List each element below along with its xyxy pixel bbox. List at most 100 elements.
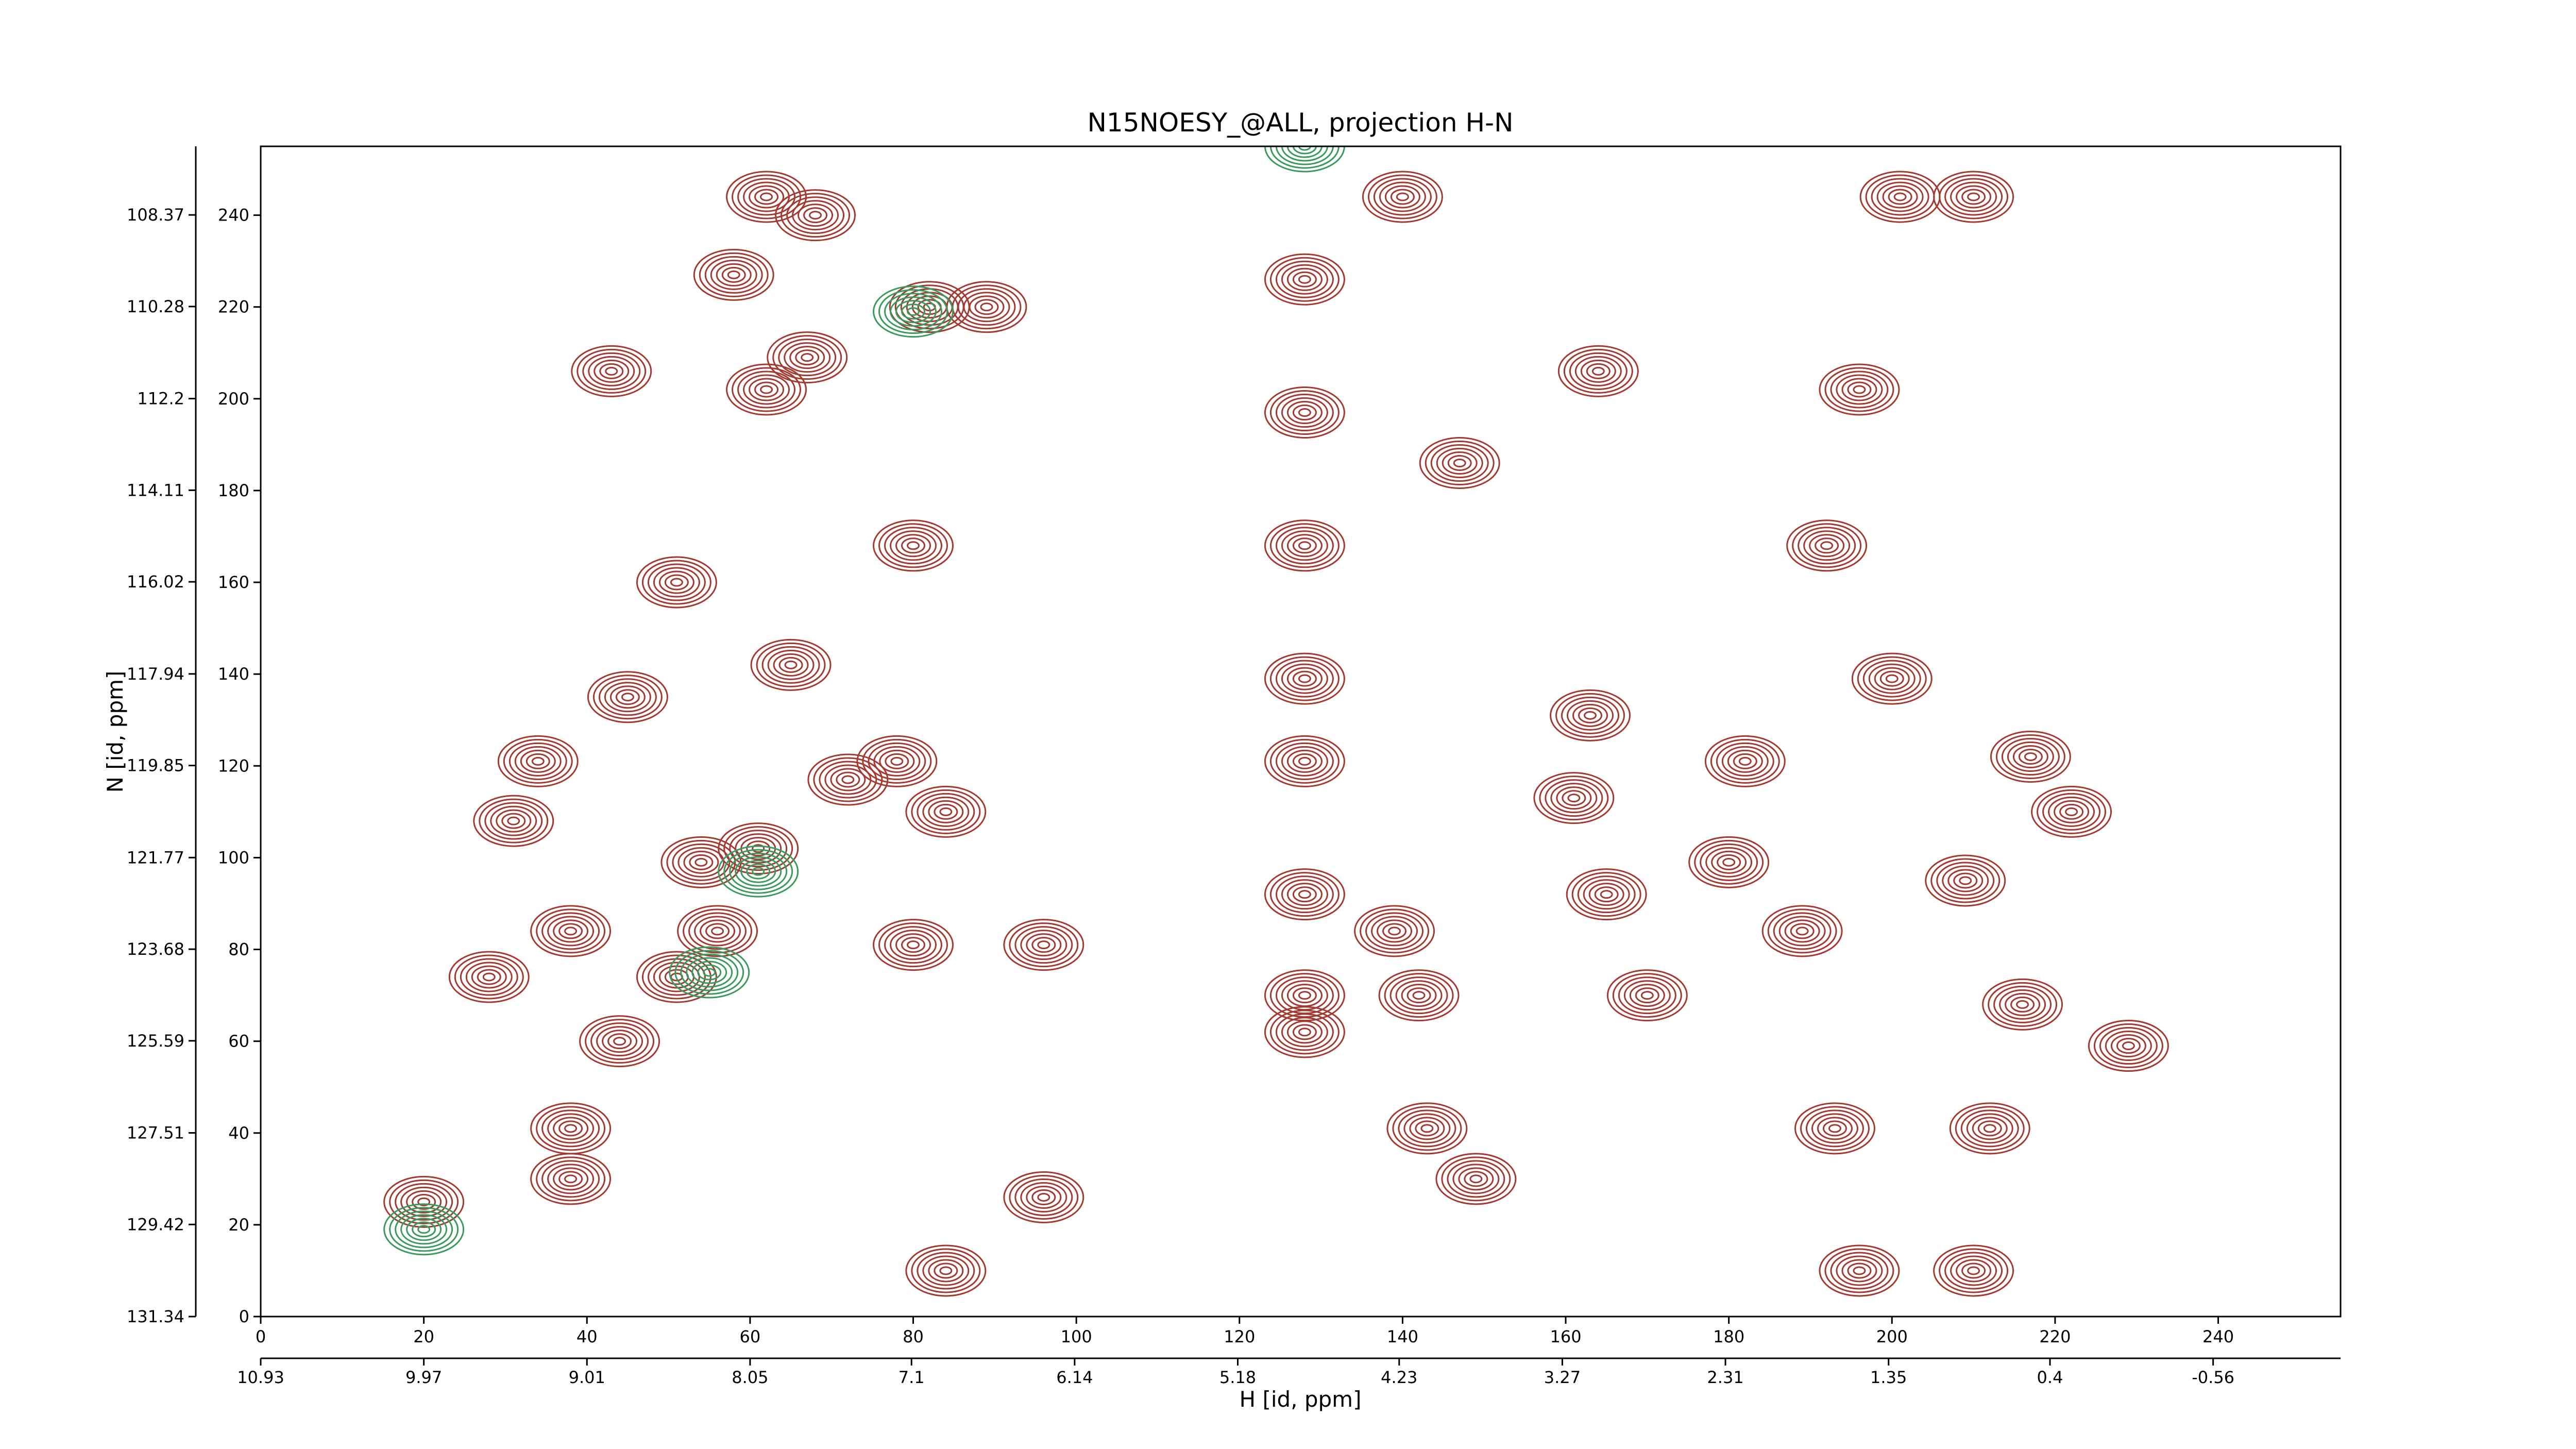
contour-ring [697,964,722,981]
contour-ring [2105,1031,2152,1062]
contour-ring [1362,171,1443,223]
x2-tick-label: 8.05 [732,1368,768,1387]
contour-ring [1275,1013,1334,1051]
contour-ring [2042,793,2101,831]
contour-ring [1577,875,1636,914]
contour-ring [1828,1124,1841,1133]
contour-ring [1281,264,1328,295]
contour-ring [1939,1248,2009,1293]
y-tick-label: 160 [218,572,249,592]
x2-tick-label: 1.35 [1870,1368,1907,1387]
contour-ring [658,570,694,594]
y2-tick-label: 114.11 [127,480,184,500]
contour-ring [819,761,877,799]
contour-ring [503,738,573,784]
contour-ring [873,285,954,338]
contour-ring [2122,1041,2135,1051]
contour-ring [536,1106,606,1151]
contour-ring [723,826,793,871]
contour-ring [752,867,765,876]
contour-ring [558,1120,583,1137]
contour-ring [653,567,700,598]
peak [856,735,938,787]
contour-ring [1403,1113,1451,1144]
contour-ring [530,1153,612,1205]
contour-ring [1623,980,1671,1011]
contour-ring [1286,401,1323,425]
y2-tick-label: 131.34 [127,1307,184,1326]
contour-ring [778,656,803,673]
peak [1990,730,2071,783]
contour-ring [726,171,807,223]
contour-ring [2016,1000,2029,1009]
contour-ring [686,957,733,988]
contour-ring [541,912,600,950]
contour-ring [1738,756,1752,766]
contour-ring [1269,390,1340,435]
contour-ring [669,946,750,999]
contour-ring [752,844,765,853]
contour-ring [672,843,731,881]
contour-ring [922,796,970,827]
contour-ring [737,370,796,409]
plot-frame [260,145,2342,1318]
contour-ring [1298,408,1311,417]
contour-ring [1298,541,1311,550]
peak [1003,1171,1084,1223]
contour-ring [564,1124,578,1133]
peak [1688,836,1770,888]
contour-ring [905,1244,987,1297]
peak [905,785,987,838]
x2-tick-label: 0.4 [2037,1368,2063,1387]
contour-ring [1026,1185,1062,1209]
contour-ring [1972,1117,2008,1140]
y-tick-label: 0 [239,1307,249,1326]
contour-ring [683,908,753,954]
x-tick-label: 100 [1061,1327,1092,1346]
contour-ring [890,930,937,961]
contour-ring [1401,984,1437,1007]
contour-ring [856,735,938,787]
contour-ring [1392,1106,1462,1151]
contour-ring [786,196,845,234]
contour-ring [1795,926,1809,936]
contour-ring [911,789,981,834]
contour-ring [1800,1106,1870,1151]
contour-ring [526,753,550,769]
y2-tick-label: 108.37 [127,205,184,225]
contour-ring [693,248,774,301]
contour-ring [743,181,790,212]
peak [1949,1102,2030,1155]
contour-ring [2099,1027,2158,1065]
contour-ring [729,852,788,890]
contour-ring [781,193,851,238]
contour-ring [417,1225,431,1234]
contour-ring [1944,178,2003,216]
contour-ring [1419,437,1500,490]
x2-tick-label: -0.56 [2192,1368,2234,1387]
contour-ring [1390,189,1415,205]
contour-ring [677,847,725,878]
contour-ring [1382,923,1407,939]
contour-ring [760,385,773,394]
contour-ring [531,756,545,766]
contour-ring [1298,890,1311,899]
contour-ring [547,1113,595,1144]
contour-ring [1933,171,2014,223]
contour-ring [2007,741,2054,772]
contour-ring [1275,146,1334,165]
contour-ring [1853,385,1866,394]
contour-ring [520,749,556,773]
contour-ring [911,1248,981,1293]
peak [693,248,774,301]
contour-ring [1031,937,1056,953]
contour-ring [1811,1113,1858,1144]
contour-ring [2065,807,2078,816]
contour-ring [735,856,782,887]
peak [1533,772,1615,824]
contour-ring [577,348,647,394]
contour-ring [1888,189,1912,205]
contour-ring [754,381,779,398]
peak [718,845,799,898]
peak [530,905,612,957]
